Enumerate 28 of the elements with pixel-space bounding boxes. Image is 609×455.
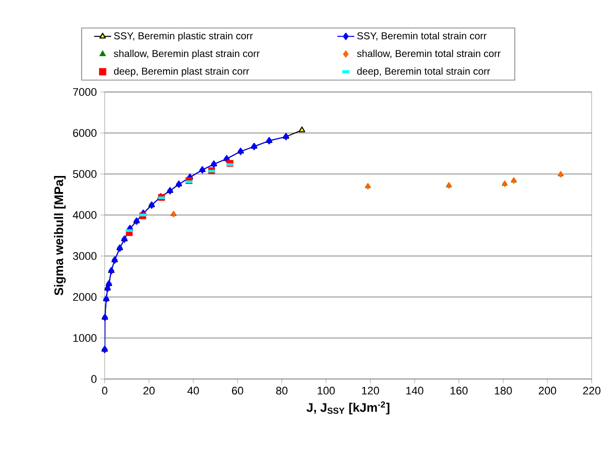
y-tick-label: 6000 xyxy=(73,129,96,137)
legend-label: shallow, Beremin total strain corr xyxy=(357,50,501,58)
x-tick-label: 200 xyxy=(538,386,556,395)
x-tick-label: 160 xyxy=(450,386,468,395)
legend-label: deep, Beremin total strain corr xyxy=(357,67,490,77)
x-tick-label: 120 xyxy=(362,386,380,395)
y-tick-label: 3000 xyxy=(72,252,96,260)
y-tick-label: 4000 xyxy=(72,211,96,219)
x-tick-label: 40 xyxy=(187,386,199,395)
y-tick-label: 7000 xyxy=(73,88,96,96)
y-tick-label: 0 xyxy=(91,375,96,383)
x-tick-label: 220 xyxy=(583,386,600,395)
legend-label: SSY, Beremin total strain corr xyxy=(357,32,487,41)
x-tick-label: 60 xyxy=(232,386,244,395)
y-tick-label: 5000 xyxy=(72,170,96,178)
legend-label: deep, Beremin plast strain corr xyxy=(114,67,250,77)
x-tick-label: 140 xyxy=(406,386,424,395)
x-tick-label: 20 xyxy=(143,386,155,395)
legend-label: shallow, Beremin plast strain corr xyxy=(114,50,260,59)
y-tick-label: 1000 xyxy=(73,334,96,342)
x-tick-label: 80 xyxy=(276,386,288,395)
x-tick-label: 0 xyxy=(102,386,108,395)
x-tick-label: 180 xyxy=(494,386,512,395)
legend-label: SSY, Beremin plastic strain corr xyxy=(114,32,253,42)
y-tick-label: 2000 xyxy=(73,293,96,301)
y-axis-title: Sigma weibull [MPa] xyxy=(54,176,66,296)
x-axis-title: J, J$_{SSY}$ [kJm$^{-2}$] xyxy=(306,401,390,414)
x-tick-label: 100 xyxy=(318,386,335,395)
